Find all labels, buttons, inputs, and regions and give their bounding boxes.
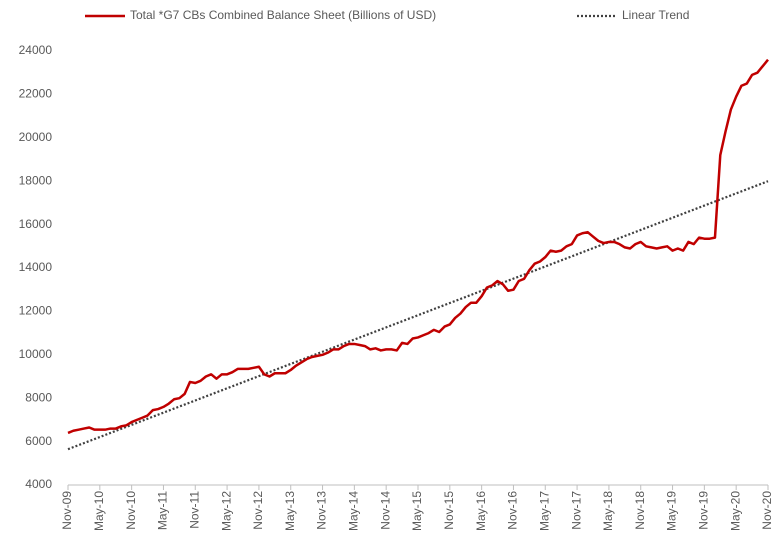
x-tick-label: Nov-14 <box>378 491 392 530</box>
x-tick-label: Nov-19 <box>697 491 711 530</box>
y-tick-label: 6000 <box>25 434 52 448</box>
x-tick-label: May-18 <box>601 491 615 531</box>
x-tick-label: Nov-12 <box>251 491 265 530</box>
x-tick-label: Nov-10 <box>124 491 138 530</box>
x-tick-label: Nov-09 <box>60 491 74 530</box>
y-tick-label: 22000 <box>19 87 53 101</box>
x-tick-label: May-13 <box>283 491 297 531</box>
x-tick-label: Nov-20 <box>760 491 774 530</box>
x-tick-label: Nov-17 <box>569 491 583 530</box>
y-tick-label: 18000 <box>19 173 53 187</box>
series-line <box>67 180 769 451</box>
x-tick-label: May-19 <box>665 491 679 531</box>
x-tick-label: May-20 <box>728 491 742 531</box>
x-tick-label: May-11 <box>156 491 170 530</box>
legend-label: Total *G7 CBs Combined Balance Sheet (Bi… <box>130 8 436 22</box>
y-tick-label: 8000 <box>25 390 52 404</box>
y-tick-label: 4000 <box>25 477 52 491</box>
x-tick-label: Nov-11 <box>187 491 201 529</box>
x-tick-label: May-14 <box>347 491 361 531</box>
x-tick-label: May-17 <box>537 491 551 531</box>
series-line <box>67 58 769 435</box>
y-tick-label: 14000 <box>19 260 53 274</box>
y-tick-label: 12000 <box>19 304 53 318</box>
x-tick-label: Nov-13 <box>315 491 329 530</box>
x-tick-label: May-12 <box>219 491 233 531</box>
y-tick-label: 24000 <box>19 43 53 57</box>
x-tick-label: May-10 <box>92 491 106 531</box>
y-tick-label: 16000 <box>19 217 53 231</box>
y-tick-label: 10000 <box>19 347 53 361</box>
x-tick-label: Nov-15 <box>442 491 456 530</box>
legend-label: Linear Trend <box>622 8 689 22</box>
x-tick-label: Nov-16 <box>506 491 520 530</box>
x-tick-label: May-15 <box>410 491 424 531</box>
x-tick-label: May-16 <box>474 491 488 531</box>
y-tick-label: 20000 <box>19 130 53 144</box>
x-tick-label: Nov-18 <box>633 491 647 530</box>
